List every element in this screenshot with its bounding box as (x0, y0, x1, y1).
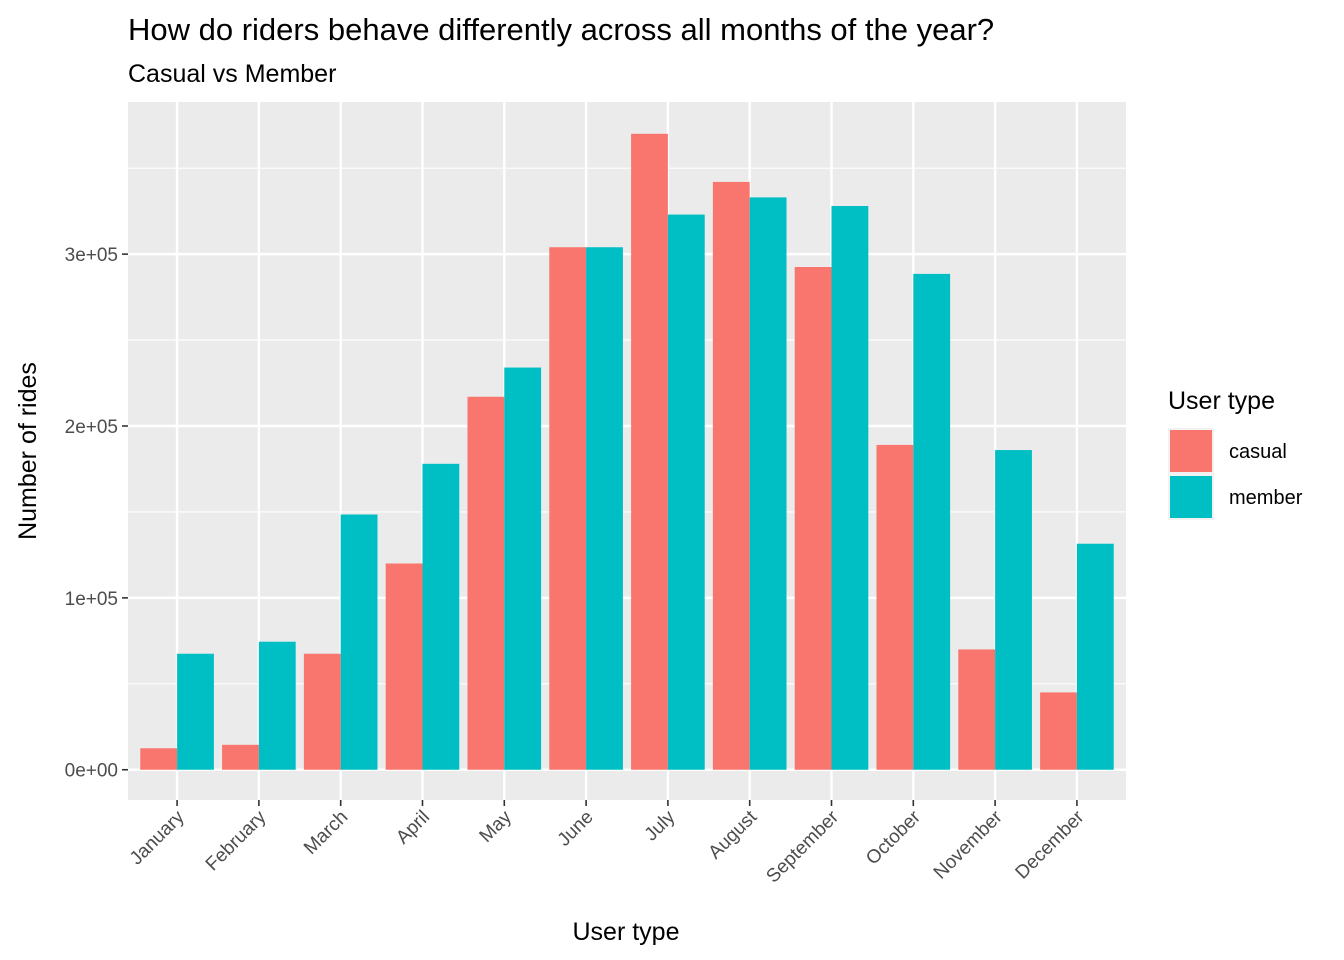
legend-label-member: member (1229, 487, 1303, 509)
bar-member-may (504, 367, 542, 770)
x-tick-label: November (930, 806, 1007, 883)
bar-member-april (422, 463, 460, 770)
x-tick-label: October (862, 806, 925, 869)
x-tick-label: December (1012, 806, 1089, 883)
y-tick-label: 0e+00 (65, 761, 118, 782)
bar-casual-january (140, 748, 178, 770)
bar-casual-november (958, 649, 996, 770)
bar-member-november (995, 450, 1032, 770)
legend-title: User type (1168, 387, 1275, 415)
x-axis-title: User type (573, 918, 680, 946)
x-tick-label: August (705, 806, 762, 863)
bar-casual-october (876, 444, 914, 770)
x-tick-label: April (392, 807, 434, 849)
y-tick-label: 1e+05 (65, 589, 118, 610)
legend-key-member (1170, 476, 1212, 518)
bar-casual-december (1040, 692, 1077, 770)
y-tick-label: 2e+05 (65, 417, 118, 438)
bar-member-october (913, 273, 951, 770)
bar-member-september (831, 205, 869, 770)
legend: User type casual member (1168, 387, 1303, 520)
bar-casual-may (467, 396, 505, 770)
bar-member-february (258, 641, 296, 770)
y-axis-title: Number of rides (14, 362, 42, 540)
x-tick-label: February (202, 806, 271, 875)
bar-casual-february (222, 744, 259, 770)
y-tick-label: 3e+05 (65, 245, 118, 266)
legend-key-casual (1170, 430, 1212, 472)
x-axis: January February March April May June July Augu… (126, 800, 1089, 887)
chart-title: How do riders behave differently across … (128, 12, 994, 47)
bar-casual-august (712, 181, 750, 770)
bars-layer (140, 133, 1114, 770)
bar-casual-june (549, 247, 587, 770)
bar-member-july (667, 214, 705, 770)
y-axis: 0e+00 1e+05 2e+05 3e+05 (65, 245, 128, 782)
bar-member-june (586, 247, 623, 770)
legend-label-casual: casual (1229, 441, 1287, 463)
bar-member-december (1076, 543, 1114, 770)
chart-subtitle: Casual vs Member (128, 60, 336, 88)
bar-casual-march (303, 653, 341, 770)
x-tick-label: July (641, 806, 680, 845)
bar-member-march (340, 514, 378, 770)
bar-member-january (177, 653, 214, 770)
x-tick-label: September (762, 806, 843, 887)
x-tick-label: March (300, 807, 352, 859)
x-tick-label: January (126, 806, 189, 869)
bar-member-august (749, 197, 787, 770)
bar-casual-april (385, 563, 423, 770)
x-tick-label: May (476, 806, 517, 847)
x-tick-label: June (554, 807, 598, 851)
bar-casual-september (794, 267, 832, 770)
bar-casual-july (631, 133, 668, 770)
